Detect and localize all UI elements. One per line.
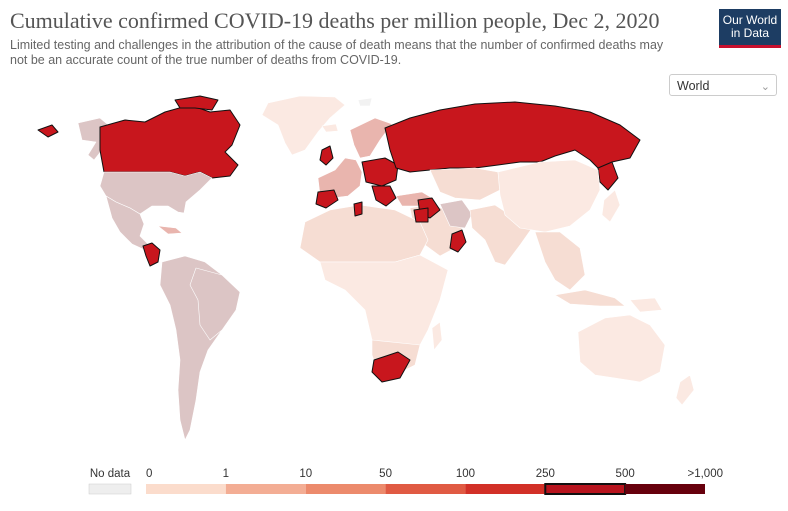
region-balkans[interactable] (371, 185, 397, 207)
legend-tick-label: 250 (536, 468, 555, 480)
region-tunisia[interactable] (353, 201, 363, 217)
region-mexico[interactable] (105, 195, 151, 251)
region-iceland[interactable] (321, 123, 339, 133)
legend-nodata-label: No data (90, 468, 131, 480)
logo-line-2: in Data (730, 26, 770, 40)
legend-tick-label: 500 (616, 468, 635, 480)
region-greenland[interactable] (261, 95, 346, 156)
region-central-europe[interactable] (361, 157, 399, 187)
chart-title: Cumulative confirmed COVID-19 deaths per… (10, 8, 660, 33)
world-map (37, 95, 695, 441)
region-north-africa[interactable] (299, 204, 429, 263)
region-australia[interactable] (577, 314, 666, 383)
legend-tick-label: 100 (456, 468, 475, 480)
region-scandinavia[interactable] (349, 117, 393, 159)
legend-tick-label: 0 (146, 468, 152, 480)
logo-line-1: Our World (722, 13, 778, 27)
region-china[interactable] (497, 159, 601, 233)
region-russia[interactable] (384, 101, 641, 173)
region-papua[interactable] (629, 297, 663, 313)
region-central-africa[interactable] (319, 254, 449, 351)
legend-bin-swatch[interactable] (544, 483, 627, 495)
region-brazil[interactable] (189, 267, 241, 341)
region-caribbean[interactable] (157, 225, 183, 235)
region-new-zealand[interactable] (675, 374, 695, 406)
legend-bin-swatch[interactable] (225, 484, 306, 494)
region-canada-arctic[interactable] (174, 95, 219, 111)
legend-tick-label: 50 (379, 468, 392, 480)
region-dropdown[interactable]: World ⌄ (669, 74, 777, 96)
legend-tick-label: >1,000 (688, 468, 724, 480)
region-oman[interactable] (449, 229, 467, 253)
region-central-asia[interactable] (429, 167, 501, 201)
owid-logo[interactable]: Our World in Data (719, 9, 781, 48)
region-central-america[interactable] (142, 242, 161, 267)
region-japan[interactable] (601, 189, 621, 223)
legend-tick-label: 1 (223, 468, 229, 480)
region-russia-east[interactable] (597, 161, 619, 191)
legend-bin-swatch[interactable] (385, 484, 466, 494)
region-dropdown-value: World (677, 79, 710, 93)
legend-bin-swatch[interactable] (305, 484, 386, 494)
chart-subtitle: Limited testing and challenges in the at… (10, 38, 664, 67)
region-indonesia[interactable] (554, 289, 626, 307)
region-madagascar[interactable] (431, 321, 443, 351)
region-svalbard[interactable] (357, 97, 373, 107)
region-canada-islands[interactable] (37, 124, 59, 138)
map-legend: No data 0 1 10 50 100 250 500 >1,000 (88, 468, 724, 495)
region-canada[interactable] (99, 104, 241, 179)
chevron-down-icon: ⌄ (760, 81, 770, 93)
legend-bin-swatch[interactable] (146, 484, 226, 494)
legend-tick-label: 10 (299, 468, 312, 480)
legend-nodata-swatch[interactable] (88, 483, 132, 495)
region-iran[interactable] (439, 199, 473, 229)
legend-bin-swatch[interactable] (625, 484, 705, 494)
legend-bin-swatch[interactable] (465, 484, 546, 494)
region-south-africa[interactable] (371, 351, 411, 383)
region-iberia[interactable] (315, 189, 339, 209)
region-uk[interactable] (319, 145, 334, 166)
region-southeast-asia[interactable] (534, 231, 586, 291)
region-libya[interactable] (413, 207, 429, 223)
